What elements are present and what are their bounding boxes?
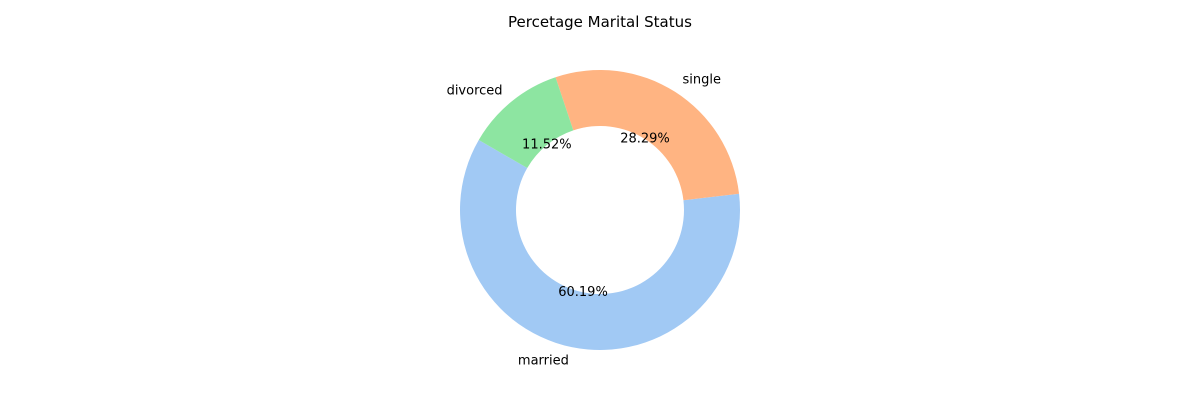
slice-divorced	[478, 77, 574, 168]
slice-pct-single: 28.29%	[620, 132, 670, 147]
slice-pct-married: 60.19%	[558, 285, 608, 300]
slice-label-single: single	[683, 72, 722, 87]
slice-label-divorced: divorced	[447, 83, 503, 98]
labels-layer: married 60.19% single 28.29% divorced 11.52%	[447, 72, 721, 368]
chart-title: Percetage Marital Status	[508, 13, 692, 31]
slice-pct-divorced: 11.52%	[522, 137, 572, 152]
slice-label-married: married	[518, 353, 569, 368]
slice-married	[460, 140, 740, 350]
slices-layer	[460, 69, 740, 350]
slice-single	[555, 69, 740, 201]
